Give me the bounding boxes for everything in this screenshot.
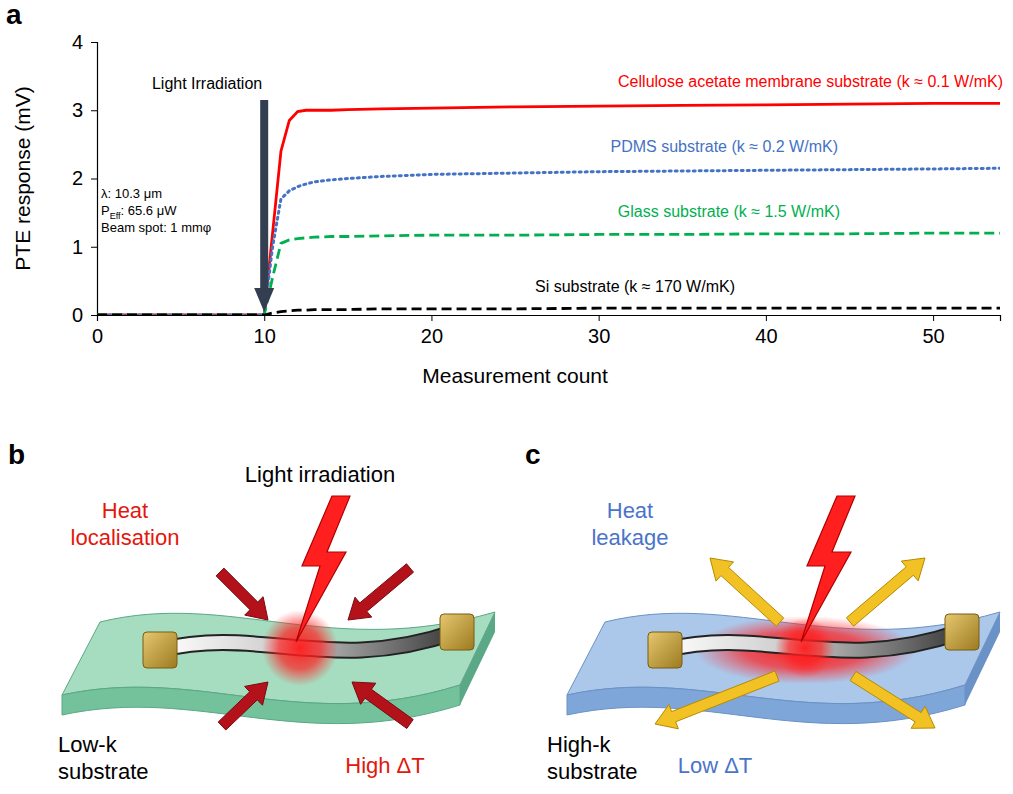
y-tick: 1 (72, 236, 97, 258)
substrate-label: Low-k (58, 732, 118, 757)
x-axis-line (98, 316, 1001, 322)
series-line (97, 308, 1000, 315)
panel-label: c (525, 439, 541, 470)
y-tick-label: 1 (72, 236, 83, 258)
plot-area (97, 103, 1000, 315)
electrode (440, 614, 474, 650)
series-label: Glass substrate (k ≈ 1.5 W/mK) (618, 203, 840, 220)
heat-arrow-in (216, 568, 268, 620)
delta-label: Low ΔT (678, 753, 753, 778)
x-tick: 20 (421, 315, 443, 347)
hot-spot (262, 610, 338, 686)
y-axis: 0 1 2 3 4 (72, 31, 98, 326)
condition: Beam spot: 1 mmφ (101, 220, 211, 235)
y-tick-mark (91, 110, 97, 111)
delta-label: High ΔT (345, 753, 425, 778)
heat-arrow-in (218, 682, 268, 730)
x-tick: 10 (254, 315, 276, 347)
y-tick-mark (91, 42, 97, 43)
irradiation-arrow (254, 100, 274, 312)
electrode (648, 632, 682, 668)
x-tick-mark (264, 315, 265, 321)
series-line (97, 103, 1000, 315)
x-tick-label: 50 (922, 325, 944, 347)
y-axis-line (91, 43, 98, 316)
condition: λ: 10.3 μm (101, 186, 162, 201)
panel-label: a (6, 0, 22, 30)
y-tick: 3 (72, 99, 97, 121)
series-label: Si substrate (k ≈ 170 W/mK) (535, 278, 735, 295)
flow-label: Heat (102, 498, 148, 523)
figure: a 0 10 20 30 40 50 0 1 2 3 4 Measurement count PTE re… (0, 0, 1013, 794)
flow-label: Heat (607, 498, 653, 523)
x-tick-label: 30 (588, 325, 610, 347)
x-tick-label: 10 (254, 325, 276, 347)
heat-arrow-out (710, 558, 784, 626)
y-tick-label: 4 (72, 31, 83, 53)
condition-part: Beam spot: 1 mmφ (101, 220, 211, 235)
substrate-label: substrate (547, 759, 638, 784)
diagram-panel: b Light irradiation Heatlocalisation Low-ks… (8, 439, 495, 784)
hot-spot (775, 618, 835, 678)
diagram-panel: c Heatleakage High-ksubstrate Low ΔT (525, 439, 1000, 784)
y-tick-mark (91, 179, 97, 180)
x-tick: 0 (92, 315, 103, 347)
condition-part: : 65.6 μW (121, 203, 178, 218)
heat-arrow-in (352, 682, 413, 729)
light-bolt (801, 496, 855, 642)
y-axis-title: PTE response (mV) (11, 86, 34, 270)
x-tick: 50 (922, 315, 944, 347)
heat-arrow-in (348, 564, 414, 620)
x-tick-label: 20 (421, 325, 443, 347)
series-line (97, 233, 1000, 315)
electrode (143, 632, 177, 668)
substrate-label: substrate (58, 759, 149, 784)
flow-label: localisation (71, 525, 180, 550)
x-axis-title: Measurement count (422, 364, 608, 387)
x-tick-mark (599, 315, 600, 321)
y-tick-mark (91, 315, 97, 316)
y-tick-label: 3 (72, 99, 83, 121)
substrate-label: High-k (547, 732, 612, 757)
y-tick-label: 2 (72, 167, 83, 189)
condition-part: λ: 10.3 μm (101, 186, 162, 201)
heat-arrow-out (655, 671, 779, 729)
x-tick: 30 (588, 315, 610, 347)
x-tick: 40 (755, 315, 777, 347)
diagram-title: Light irradiation (245, 462, 395, 487)
y-tick: 0 (72, 304, 97, 326)
series-label: PDMS substrate (k ≈ 0.2 W/mK) (611, 138, 839, 155)
series-line (97, 168, 1000, 315)
x-tick-label: 40 (755, 325, 777, 347)
light-bolt (296, 496, 350, 642)
panel-label: b (8, 439, 25, 470)
y-tick-mark (91, 247, 97, 248)
y-tick: 4 (72, 31, 97, 53)
annotation: Light Irradiation (152, 75, 262, 92)
heat-arrow-out (846, 558, 925, 626)
x-tick-mark (766, 315, 767, 321)
series-label: Cellulose acetate membrane substrate (k … (618, 73, 1003, 90)
x-tick-mark (431, 315, 432, 321)
condition-part: P (101, 203, 110, 218)
flow-label: leakage (591, 525, 668, 550)
condition: PEff: 65.6 μW (101, 203, 177, 221)
y-tick: 2 (72, 167, 97, 189)
heat-arrow-out (850, 671, 935, 728)
electrode (945, 614, 979, 650)
x-axis: 0 10 20 30 40 50 (92, 315, 1001, 347)
x-tick-label: 0 (92, 325, 103, 347)
x-tick-mark (933, 315, 934, 321)
y-tick-label: 0 (72, 304, 83, 326)
